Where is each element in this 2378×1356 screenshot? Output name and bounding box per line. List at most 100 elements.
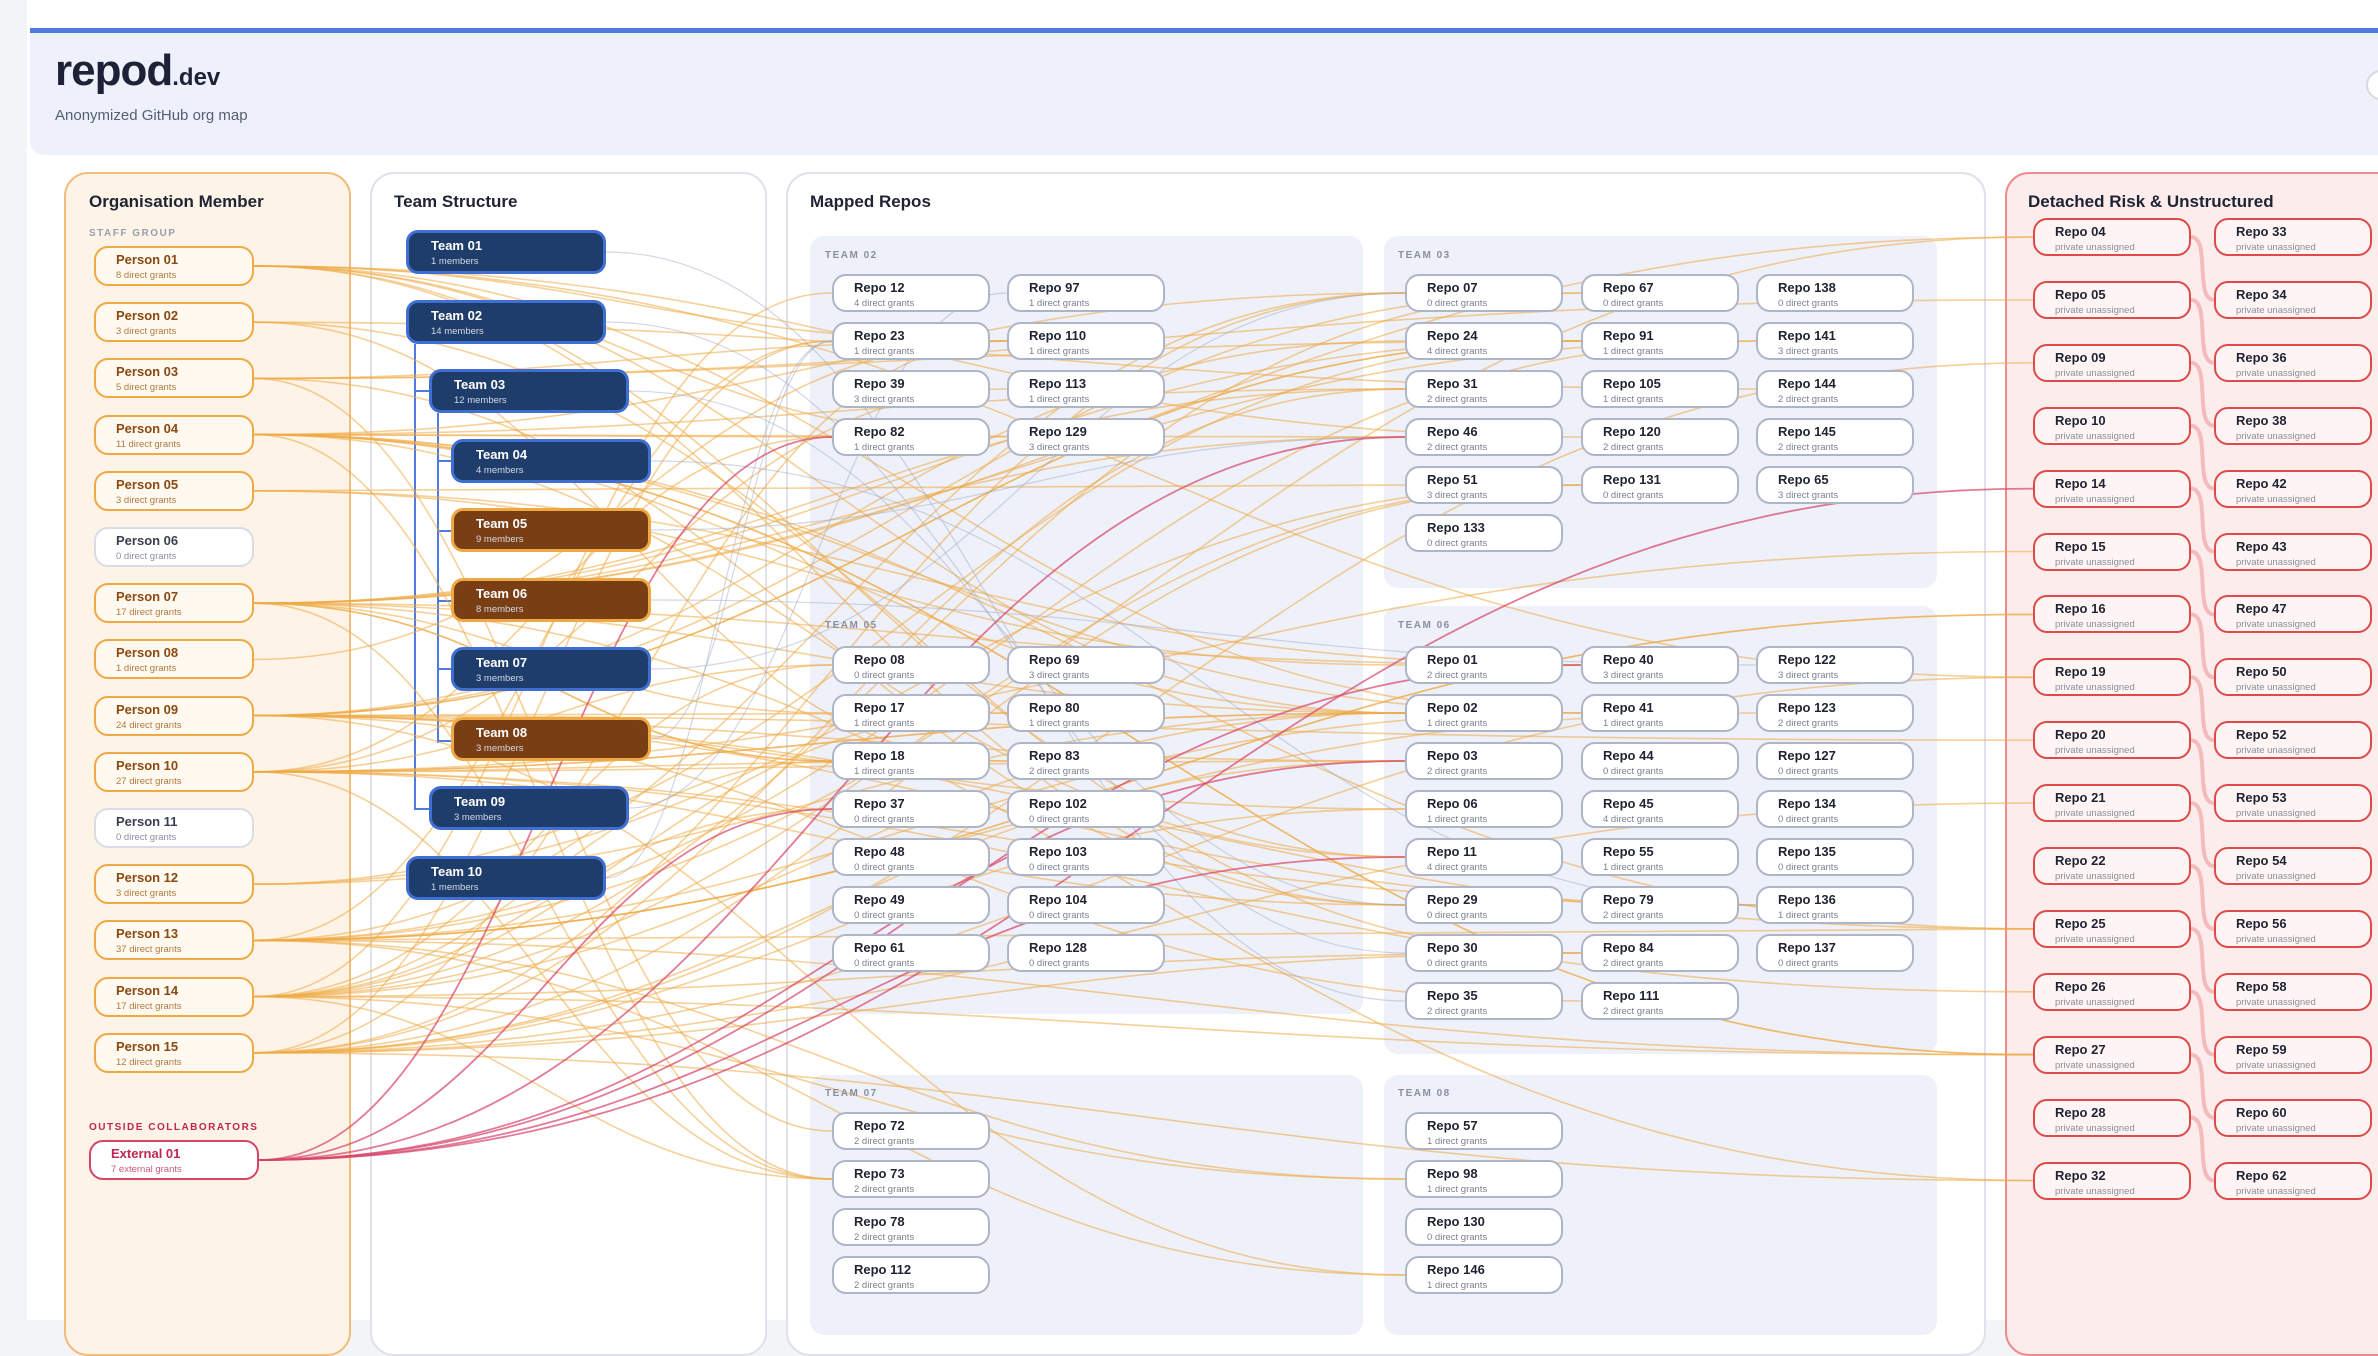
- repo-node[interactable]: Repo 98 1 direct grants: [1405, 1160, 1563, 1198]
- repo-node[interactable]: Repo 141 3 direct grants: [1756, 322, 1914, 360]
- risk-repo-node[interactable]: Repo 19 private unassigned: [2033, 658, 2191, 697]
- risk-repo-node[interactable]: Repo 56 private unassigned: [2214, 909, 2372, 948]
- repo-node[interactable]: Repo 61 0 direct grants: [832, 934, 990, 972]
- repo-node[interactable]: Repo 133 0 direct grants: [1405, 514, 1563, 552]
- repo-node[interactable]: Repo 111 2 direct grants: [1581, 982, 1739, 1020]
- person-node[interactable]: Person 01 8 direct grants: [94, 246, 254, 286]
- repo-node[interactable]: Repo 40 3 direct grants: [1581, 646, 1739, 684]
- team-node[interactable]: Team 03 12 members: [429, 369, 629, 413]
- risk-repo-node[interactable]: Repo 28 private unassigned: [2033, 1098, 2191, 1137]
- repo-node[interactable]: Repo 80 1 direct grants: [1007, 694, 1165, 732]
- person-node[interactable]: Person 02 3 direct grants: [94, 302, 254, 343]
- person-node[interactable]: Person 12 3 direct grants: [94, 864, 254, 905]
- repo-node[interactable]: Repo 103 0 direct grants: [1007, 838, 1165, 876]
- repo-node[interactable]: Repo 23 1 direct grants: [832, 322, 990, 360]
- person-node[interactable]: Person 05 3 direct grants: [94, 470, 254, 511]
- repo-node[interactable]: Repo 134 0 direct grants: [1756, 790, 1914, 828]
- person-node[interactable]: Person 06 0 direct grants: [94, 527, 254, 567]
- repo-node[interactable]: Repo 01 2 direct grants: [1405, 646, 1563, 684]
- team-node[interactable]: Team 02 14 members: [406, 300, 606, 344]
- risk-repo-node[interactable]: Repo 50 private unassigned: [2214, 658, 2372, 697]
- risk-repo-node[interactable]: Repo 32 private unassigned: [2033, 1161, 2191, 1200]
- repo-node[interactable]: Repo 136 1 direct grants: [1756, 886, 1914, 924]
- repo-node[interactable]: Repo 144 2 direct grants: [1756, 370, 1914, 408]
- repo-node[interactable]: Repo 24 4 direct grants: [1405, 322, 1563, 360]
- person-node[interactable]: Person 03 5 direct grants: [94, 358, 254, 399]
- repo-node[interactable]: Repo 129 3 direct grants: [1007, 418, 1165, 456]
- repo-node[interactable]: Repo 03 2 direct grants: [1405, 742, 1563, 780]
- repo-node[interactable]: Repo 91 1 direct grants: [1581, 322, 1739, 360]
- person-node[interactable]: Person 07 17 direct grants: [94, 583, 254, 624]
- person-node[interactable]: Person 09 24 direct grants: [94, 695, 254, 736]
- repo-node[interactable]: Repo 31 2 direct grants: [1405, 370, 1563, 408]
- person-node[interactable]: Person 10 27 direct grants: [94, 751, 254, 792]
- risk-repo-node[interactable]: Repo 04 private unassigned: [2033, 218, 2191, 256]
- team-node[interactable]: Team 05 9 members: [451, 508, 651, 552]
- repo-node[interactable]: Repo 12 4 direct grants: [832, 274, 990, 312]
- repo-node[interactable]: Repo 73 2 direct grants: [832, 1160, 990, 1198]
- repo-node[interactable]: Repo 35 2 direct grants: [1405, 982, 1563, 1020]
- repo-node[interactable]: Repo 110 1 direct grants: [1007, 322, 1165, 360]
- repo-node[interactable]: Repo 57 1 direct grants: [1405, 1112, 1563, 1150]
- risk-repo-node[interactable]: Repo 38 private unassigned: [2214, 406, 2372, 445]
- repo-node[interactable]: Repo 30 0 direct grants: [1405, 934, 1563, 972]
- repo-node[interactable]: Repo 11 4 direct grants: [1405, 838, 1563, 876]
- risk-repo-node[interactable]: Repo 09 private unassigned: [2033, 343, 2191, 382]
- risk-repo-node[interactable]: Repo 53 private unassigned: [2214, 784, 2372, 823]
- repo-node[interactable]: Repo 29 0 direct grants: [1405, 886, 1563, 924]
- repo-node[interactable]: Repo 37 0 direct grants: [832, 790, 990, 828]
- repo-node[interactable]: Repo 83 2 direct grants: [1007, 742, 1165, 780]
- risk-repo-node[interactable]: Repo 20 private unassigned: [2033, 721, 2191, 760]
- repo-node[interactable]: Repo 46 2 direct grants: [1405, 418, 1563, 456]
- repo-node[interactable]: Repo 39 3 direct grants: [832, 370, 990, 408]
- person-node[interactable]: Person 04 11 direct grants: [94, 414, 254, 455]
- team-node[interactable]: Team 06 8 members: [451, 578, 651, 622]
- repo-node[interactable]: Repo 112 2 direct grants: [832, 1256, 990, 1294]
- repo-node[interactable]: Repo 146 1 direct grants: [1405, 1256, 1563, 1294]
- risk-repo-node[interactable]: Repo 25 private unassigned: [2033, 909, 2191, 948]
- risk-repo-node[interactable]: Repo 15 private unassigned: [2033, 532, 2191, 571]
- repo-node[interactable]: Repo 18 1 direct grants: [832, 742, 990, 780]
- repo-node[interactable]: Repo 123 2 direct grants: [1756, 694, 1914, 732]
- team-node[interactable]: Team 10 1 members: [406, 856, 606, 900]
- logo[interactable]: repod.dev: [55, 46, 220, 96]
- team-node[interactable]: Team 04 4 members: [451, 439, 651, 483]
- repo-node[interactable]: Repo 08 0 direct grants: [832, 646, 990, 684]
- risk-repo-node[interactable]: Repo 59 private unassigned: [2214, 1035, 2372, 1074]
- repo-node[interactable]: Repo 120 2 direct grants: [1581, 418, 1739, 456]
- repo-node[interactable]: Repo 113 1 direct grants: [1007, 370, 1165, 408]
- repo-node[interactable]: Repo 72 2 direct grants: [832, 1112, 990, 1150]
- risk-repo-node[interactable]: Repo 21 private unassigned: [2033, 784, 2191, 823]
- repo-node[interactable]: Repo 138 0 direct grants: [1756, 274, 1914, 312]
- repo-node[interactable]: Repo 135 0 direct grants: [1756, 838, 1914, 876]
- team-node[interactable]: Team 08 3 members: [451, 717, 651, 761]
- repo-node[interactable]: Repo 97 1 direct grants: [1007, 274, 1165, 312]
- risk-repo-node[interactable]: Repo 52 private unassigned: [2214, 721, 2372, 760]
- repo-node[interactable]: Repo 131 0 direct grants: [1581, 466, 1739, 504]
- risk-repo-node[interactable]: Repo 05 private unassigned: [2033, 280, 2191, 319]
- team-node[interactable]: Team 01 1 members: [406, 230, 606, 274]
- repo-node[interactable]: Repo 130 0 direct grants: [1405, 1208, 1563, 1246]
- risk-repo-node[interactable]: Repo 10 private unassigned: [2033, 406, 2191, 445]
- risk-repo-node[interactable]: Repo 36 private unassigned: [2214, 343, 2372, 382]
- repo-node[interactable]: Repo 127 0 direct grants: [1756, 742, 1914, 780]
- repo-node[interactable]: Repo 69 3 direct grants: [1007, 646, 1165, 684]
- repo-node[interactable]: Repo 45 4 direct grants: [1581, 790, 1739, 828]
- repo-node[interactable]: Repo 78 2 direct grants: [832, 1208, 990, 1246]
- repo-node[interactable]: Repo 122 3 direct grants: [1756, 646, 1914, 684]
- team-node[interactable]: Team 09 3 members: [429, 786, 629, 830]
- risk-repo-node[interactable]: Repo 26 private unassigned: [2033, 972, 2191, 1011]
- repo-node[interactable]: Repo 51 3 direct grants: [1405, 466, 1563, 504]
- repo-node[interactable]: Repo 65 3 direct grants: [1756, 466, 1914, 504]
- risk-repo-node[interactable]: Repo 58 private unassigned: [2214, 972, 2372, 1011]
- risk-repo-node[interactable]: Repo 43 private unassigned: [2214, 532, 2372, 571]
- risk-repo-node[interactable]: Repo 33 private unassigned: [2214, 218, 2372, 256]
- repo-node[interactable]: Repo 82 1 direct grants: [832, 418, 990, 456]
- repo-node[interactable]: Repo 17 1 direct grants: [832, 694, 990, 732]
- repo-node[interactable]: Repo 49 0 direct grants: [832, 886, 990, 924]
- repo-node[interactable]: Repo 102 0 direct grants: [1007, 790, 1165, 828]
- person-node[interactable]: Person 08 1 direct grants: [94, 639, 254, 680]
- repo-node[interactable]: Repo 145 2 direct grants: [1756, 418, 1914, 456]
- repo-node[interactable]: Repo 48 0 direct grants: [832, 838, 990, 876]
- risk-repo-node[interactable]: Repo 27 private unassigned: [2033, 1035, 2191, 1074]
